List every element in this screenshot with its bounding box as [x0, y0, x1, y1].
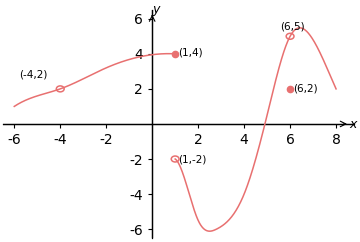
Text: (1,4): (1,4) — [179, 48, 203, 58]
Text: (6,5): (6,5) — [280, 22, 304, 32]
Text: y: y — [152, 3, 159, 16]
Text: (-4,2): (-4,2) — [19, 69, 47, 79]
Text: (1,-2): (1,-2) — [179, 154, 207, 164]
Text: (6,2): (6,2) — [293, 83, 318, 93]
Text: x: x — [350, 118, 357, 131]
